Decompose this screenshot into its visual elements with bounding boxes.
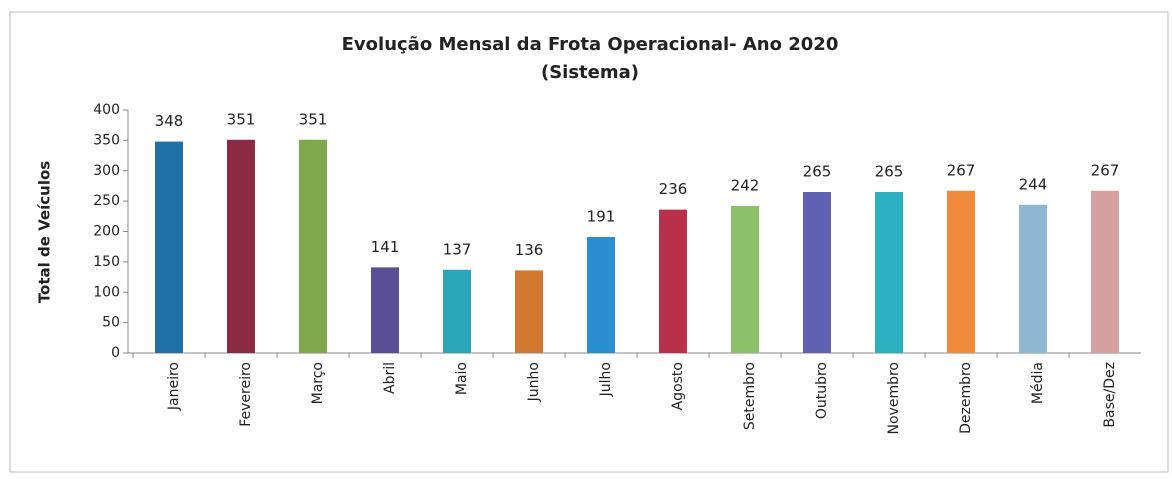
y-tick-label: 300 (93, 163, 120, 179)
bar (1091, 190, 1119, 353)
y-tick-label: 150 (93, 254, 120, 270)
bar (155, 141, 183, 353)
x-tick-label: Média (1030, 362, 1046, 404)
bar (1019, 204, 1047, 353)
x-tick-label: Outubro (814, 362, 830, 419)
bar (659, 209, 687, 353)
x-tick-label: Fevereiro (238, 362, 254, 427)
bar (803, 192, 831, 353)
x-tick-label: Agosto (670, 362, 686, 410)
chart-title: Evolução Mensal da Frota Operacional- An… (342, 34, 839, 55)
y-axis-label: Total de Veículos (36, 161, 54, 303)
bar (443, 269, 471, 353)
x-tick-label: Junho (526, 362, 542, 402)
x-tick-label: Março (310, 362, 326, 404)
bar (371, 267, 399, 353)
x-tick-label: Abril (382, 362, 398, 394)
y-tick-label: 200 (93, 224, 120, 240)
data-label: 136 (515, 241, 544, 259)
data-label: 191 (587, 207, 616, 225)
y-tick-label: 250 (93, 193, 120, 209)
bar (515, 270, 543, 353)
data-label: 267 (947, 161, 976, 179)
x-tick-label: Julho (598, 362, 614, 397)
data-label: 265 (875, 163, 904, 181)
bar (947, 190, 975, 353)
bar (227, 139, 255, 353)
data-label: 348 (155, 112, 184, 130)
x-tick-label: Setembro (742, 362, 758, 430)
x-tick-label: Maio (454, 362, 470, 395)
data-label: 242 (731, 176, 760, 194)
y-tick-label: 50 (102, 315, 120, 331)
y-tick-label: 0 (111, 345, 120, 361)
data-label: 141 (371, 238, 400, 256)
y-tick-label: 350 (93, 132, 120, 148)
data-label: 236 (659, 180, 688, 198)
x-tick-label: Janeiro (166, 362, 182, 411)
x-tick-label: Novembro (886, 362, 902, 434)
bar (299, 139, 327, 353)
data-label: 267 (1091, 161, 1120, 179)
data-label: 265 (803, 163, 832, 181)
x-tick-label: Base/Dez (1102, 362, 1118, 428)
data-label: 244 (1019, 175, 1048, 193)
bar (875, 192, 903, 353)
x-tick-label: Dezembro (958, 362, 974, 434)
data-label: 351 (299, 110, 328, 128)
data-label: 137 (443, 240, 472, 258)
bar (731, 205, 759, 353)
bar (587, 236, 615, 353)
data-label: 351 (227, 110, 256, 128)
y-tick-label: 100 (93, 284, 120, 300)
y-tick-label: 400 (93, 102, 120, 118)
chart-subtitle: (Sistema) (541, 62, 639, 83)
